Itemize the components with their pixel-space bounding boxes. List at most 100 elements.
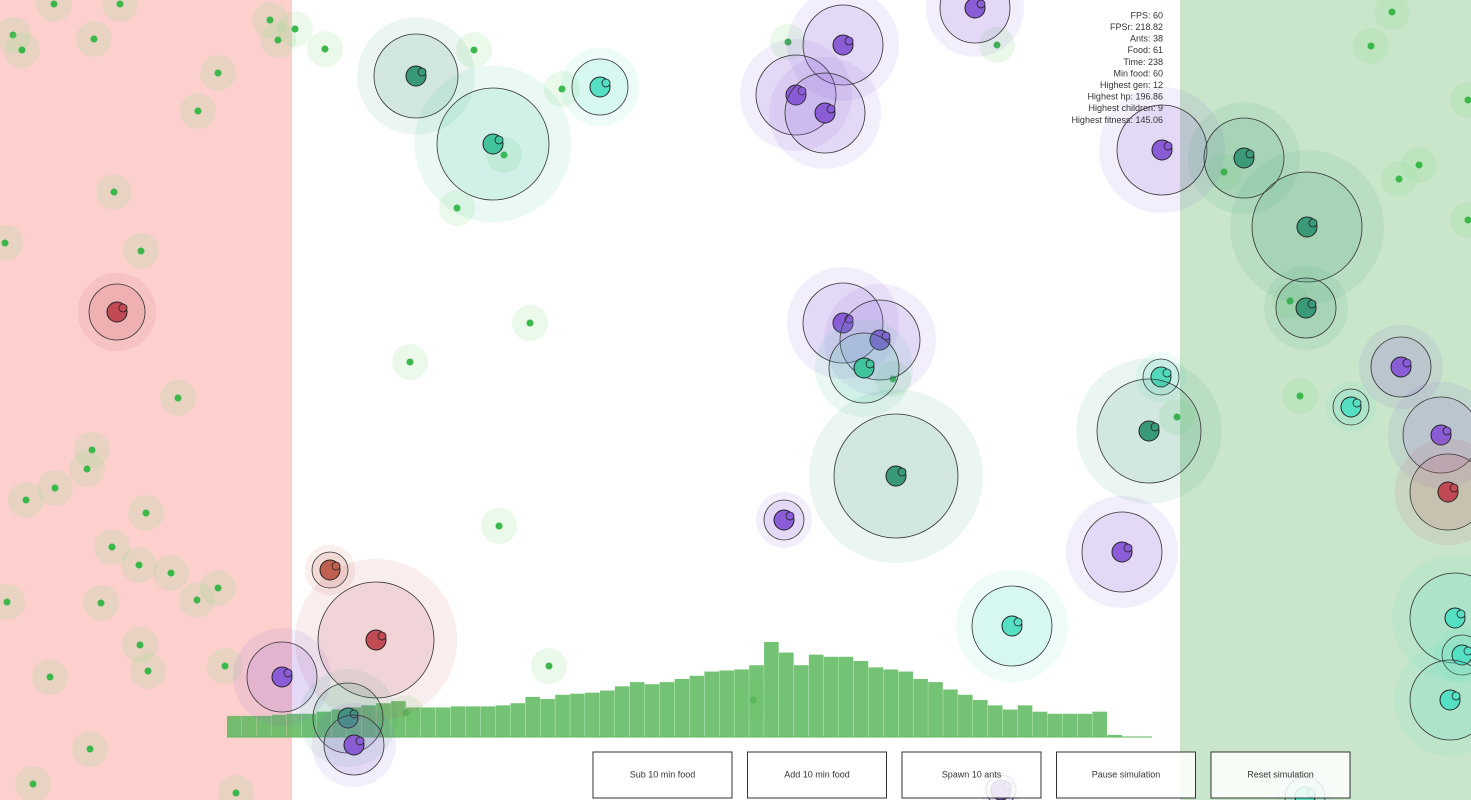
history-bar	[376, 703, 391, 737]
history-bar	[406, 707, 421, 737]
button-label[interactable]: Pause simulation	[1092, 769, 1161, 779]
history-bar	[853, 661, 869, 737]
food-halo	[36, 0, 72, 22]
ant-head	[865, 359, 875, 369]
food	[3, 598, 11, 606]
food-halo	[0, 584, 25, 620]
ant-head	[1442, 426, 1452, 436]
food	[46, 673, 54, 681]
history-bar	[689, 675, 705, 737]
food	[9, 31, 17, 39]
history-bar	[719, 670, 734, 737]
food	[1286, 297, 1294, 305]
food	[116, 0, 124, 8]
button-label[interactable]: Add 10 min food	[784, 769, 850, 779]
food	[18, 46, 26, 54]
food-halo	[218, 775, 254, 800]
button-box[interactable]	[747, 751, 887, 799]
food	[110, 188, 118, 196]
button[interactable]: Pause simulation	[1056, 751, 1196, 799]
history-bar	[435, 707, 451, 737]
history-bar	[495, 705, 511, 737]
button[interactable]: Reset simulation	[1210, 751, 1351, 799]
food	[232, 789, 240, 797]
button[interactable]: Sub 10 min food	[592, 751, 733, 799]
food	[291, 25, 299, 33]
food-halo	[102, 0, 138, 22]
ant-head	[355, 736, 365, 746]
ant-head	[1449, 483, 1459, 493]
food	[1173, 413, 1181, 421]
food	[545, 662, 553, 670]
history-bar	[928, 682, 943, 737]
stat-line: Highest children: 9	[1088, 103, 1163, 113]
ant-head	[1150, 422, 1160, 432]
ant-head	[118, 303, 128, 313]
stat-line: Time: 238	[1123, 57, 1163, 67]
food	[97, 599, 105, 607]
history-bar	[704, 671, 720, 737]
history-bar	[838, 656, 854, 737]
food	[214, 69, 222, 77]
history-chart	[227, 642, 1152, 738]
history-bar	[1092, 711, 1107, 737]
history-bar	[898, 671, 913, 737]
history-bar	[734, 669, 749, 737]
stat-line: Food: 61	[1127, 45, 1163, 55]
button-box[interactable]	[1056, 751, 1196, 799]
history-bar	[614, 686, 630, 737]
food	[993, 41, 1001, 49]
history-bar	[913, 678, 928, 737]
food	[108, 543, 116, 551]
history-bar	[808, 654, 824, 737]
button-box[interactable]	[901, 751, 1042, 799]
button[interactable]: Add 10 min food	[747, 751, 887, 799]
food	[321, 45, 329, 53]
food	[453, 204, 461, 212]
history-bar	[510, 703, 526, 737]
food	[50, 0, 58, 8]
button-box[interactable]	[592, 751, 733, 799]
button-label[interactable]: Sub 10 min food	[630, 769, 696, 779]
button-box[interactable]	[1210, 751, 1351, 799]
ant-head	[349, 709, 359, 719]
stat-line: FPS: 60	[1130, 10, 1163, 20]
food	[558, 85, 566, 93]
ant-range	[1409, 572, 1471, 664]
ant-head	[1456, 609, 1466, 619]
food	[167, 569, 175, 577]
history-bar	[391, 701, 406, 737]
food	[142, 509, 150, 517]
food-halo	[0, 225, 23, 261]
history-bar	[465, 706, 481, 737]
history-bar	[301, 713, 317, 737]
button-label[interactable]: Reset simulation	[1247, 769, 1314, 779]
food	[1367, 42, 1375, 50]
ant-head	[494, 135, 504, 145]
history-bar	[958, 694, 973, 737]
stat-line: Highest fitness: 145.06	[1071, 115, 1163, 125]
history-bar	[540, 699, 555, 737]
stat-line: Highest gen: 12	[1100, 80, 1163, 90]
ant-head	[1245, 149, 1255, 159]
food	[136, 641, 144, 649]
food	[221, 662, 229, 670]
food	[193, 596, 201, 604]
button-label[interactable]: Spawn 10 ants	[942, 769, 1002, 779]
food	[88, 446, 96, 454]
food	[526, 319, 534, 327]
stat-line: Min food: 60	[1113, 68, 1163, 78]
history-bar	[1062, 713, 1078, 737]
stat-line: Ants: 38	[1130, 34, 1163, 44]
ant-head	[1402, 358, 1412, 368]
ant-head	[797, 86, 807, 96]
ant-head	[897, 467, 907, 477]
ant-layer	[77, 0, 1471, 800]
ant-head	[1123, 543, 1133, 553]
food	[51, 484, 59, 492]
history-bar	[241, 715, 257, 737]
button[interactable]: Spawn 10 ants	[901, 751, 1042, 799]
